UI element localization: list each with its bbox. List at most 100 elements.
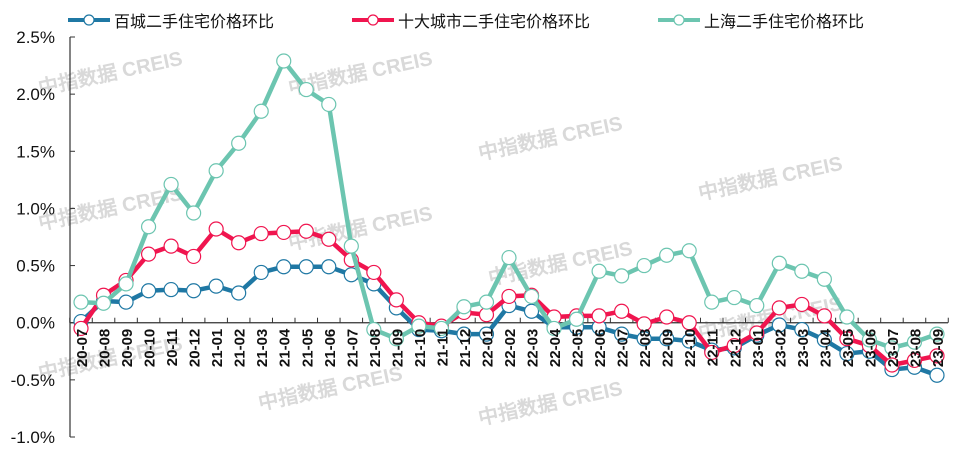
data-point	[771, 317, 787, 333]
data-point	[523, 288, 540, 305]
y-tick-label: 2.5%	[16, 28, 55, 47]
data-point	[276, 53, 292, 69]
data-point	[186, 283, 202, 299]
legend-label: 十大城市二手住宅价格环比	[398, 12, 591, 31]
x-tick-label: 21-02	[232, 329, 249, 367]
data-point	[73, 320, 89, 337]
data-point	[659, 331, 675, 347]
data-point	[231, 135, 247, 151]
watermark-text: 中指数据 CREIS	[696, 151, 844, 205]
data-point	[118, 294, 134, 310]
data-point	[276, 224, 292, 241]
data-point	[118, 276, 134, 292]
x-tick-label: 22-03	[525, 329, 542, 367]
data-point	[343, 238, 359, 254]
x-tick-label: 22-11	[705, 329, 722, 367]
data-point	[906, 334, 923, 350]
data-point	[501, 249, 517, 266]
x-tick-label: 21-12	[457, 329, 474, 367]
x-tick-label: 23-03	[795, 329, 812, 367]
data-point	[591, 263, 607, 279]
data-point	[411, 318, 427, 334]
x-tick-label: 22-09	[660, 329, 677, 367]
data-point	[163, 238, 179, 254]
data-point	[501, 288, 517, 305]
y-tick-label: -0.5%	[11, 371, 55, 390]
x-tick-label: 23-01	[750, 329, 767, 367]
x-tick-label: 22-06	[592, 329, 609, 367]
x-tick-label: 21-05	[299, 329, 316, 367]
x-tick-label: 23-08	[907, 329, 924, 367]
x-tick-label: 23-07	[885, 329, 902, 367]
data-point	[366, 264, 382, 281]
data-point	[478, 307, 495, 323]
data-point	[231, 285, 247, 301]
x-tick-label: 23-06	[862, 329, 879, 367]
data-point	[681, 315, 697, 331]
legend-marker-icon	[68, 14, 110, 26]
data-point	[276, 259, 292, 275]
x-tick-label: 21-03	[254, 329, 271, 367]
data-point	[636, 331, 652, 347]
data-point	[208, 163, 224, 179]
data-point	[140, 246, 157, 262]
data-point	[298, 81, 314, 98]
data-point	[636, 316, 652, 332]
watermark-text: 中指数据 CREIS	[476, 111, 624, 165]
x-tick-label: 22-12	[727, 329, 744, 367]
data-point	[839, 345, 855, 362]
data-point	[298, 259, 314, 275]
data-point	[186, 205, 202, 221]
data-point	[816, 332, 832, 348]
data-point	[478, 326, 495, 342]
x-tick-label: 22-01	[479, 329, 496, 367]
legend-marker-icon	[658, 14, 700, 26]
data-point	[73, 294, 89, 310]
data-point	[253, 225, 269, 242]
data-point	[208, 221, 224, 237]
data-point	[861, 332, 878, 348]
x-tick-label: 21-11	[434, 329, 451, 367]
x-tick-label: 20-08	[97, 329, 114, 367]
data-point	[614, 326, 630, 342]
data-point	[771, 255, 787, 271]
x-tick-label: 21-04	[277, 328, 294, 367]
data-point	[614, 268, 630, 284]
data-point	[591, 308, 607, 324]
data-point	[253, 264, 269, 281]
data-point	[794, 296, 810, 313]
x-tick-label: 21-09	[389, 329, 406, 367]
data-point	[163, 281, 179, 298]
data-point	[231, 235, 247, 251]
data-point	[771, 300, 787, 316]
x-tick-label: 20-09	[119, 329, 136, 367]
data-point	[253, 103, 269, 119]
y-tick-label: 1.5%	[16, 142, 55, 161]
data-point	[546, 320, 562, 337]
data-point	[456, 299, 472, 315]
data-point	[704, 294, 720, 310]
data-point	[140, 219, 157, 235]
data-point	[95, 295, 112, 311]
data-point	[749, 325, 765, 341]
x-tick-label: 23-02	[772, 329, 789, 367]
watermark-text: 中指数据 CREIS	[36, 46, 184, 100]
data-point	[388, 292, 404, 308]
data-point	[726, 289, 742, 306]
x-tick-label: 22-07	[615, 329, 632, 367]
legend-label: 上海二手住宅价格环比	[704, 12, 865, 31]
watermark-text: 中指数据 CREIS	[476, 376, 624, 430]
y-tick-label: -1.0%	[11, 428, 55, 447]
x-tick-label: 21-07	[344, 329, 361, 367]
data-point	[884, 357, 900, 373]
data-point	[794, 321, 810, 338]
legend-item-baicheng: 百城二手住宅价格环比	[68, 8, 274, 32]
data-point	[163, 176, 179, 193]
data-point	[929, 367, 945, 383]
x-tick-label: 20-12	[187, 329, 204, 367]
legend-marker-icon	[352, 14, 394, 26]
data-point	[659, 247, 675, 263]
data-point	[794, 263, 810, 279]
data-point	[433, 320, 450, 337]
